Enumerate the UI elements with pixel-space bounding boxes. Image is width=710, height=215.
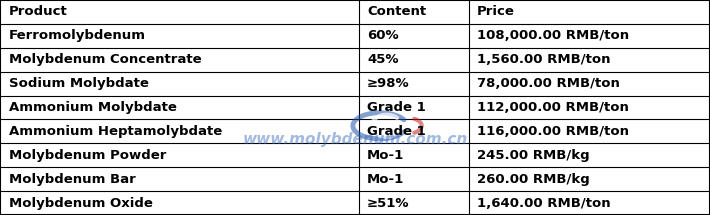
Text: 45%: 45% [367, 53, 398, 66]
Text: www.molybdenum.com.cn: www.molybdenum.com.cn [242, 132, 468, 147]
Text: Ferromolybdenum: Ferromolybdenum [9, 29, 146, 42]
Text: 1,560.00 RMB/ton: 1,560.00 RMB/ton [477, 53, 611, 66]
Text: 260.00 RMB/kg: 260.00 RMB/kg [477, 173, 590, 186]
Text: Molybdenum Powder: Molybdenum Powder [9, 149, 166, 162]
Text: Sodium Molybdate: Sodium Molybdate [9, 77, 148, 90]
Text: Grade 1: Grade 1 [367, 101, 426, 114]
Text: 78,000.00 RMB/ton: 78,000.00 RMB/ton [477, 77, 620, 90]
Text: 1,640.00 RMB/ton: 1,640.00 RMB/ton [477, 197, 611, 210]
Text: 60%: 60% [367, 29, 399, 42]
Text: Grade 1: Grade 1 [367, 125, 426, 138]
Text: 245.00 RMB/kg: 245.00 RMB/kg [477, 149, 590, 162]
Text: Product: Product [9, 5, 67, 18]
Text: Ammonium Molybdate: Ammonium Molybdate [9, 101, 176, 114]
Text: 108,000.00 RMB/ton: 108,000.00 RMB/ton [477, 29, 629, 42]
Text: 116,000.00 RMB/ton: 116,000.00 RMB/ton [477, 125, 629, 138]
Text: Molybdenum Oxide: Molybdenum Oxide [9, 197, 153, 210]
Text: Content: Content [367, 5, 426, 18]
Text: Molybdenum Concentrate: Molybdenum Concentrate [9, 53, 201, 66]
Text: ≥51%: ≥51% [367, 197, 410, 210]
Text: Molybdenum Bar: Molybdenum Bar [9, 173, 136, 186]
Text: Ammonium Heptamolybdate: Ammonium Heptamolybdate [9, 125, 222, 138]
Text: Mo-1: Mo-1 [367, 173, 404, 186]
Text: 112,000.00 RMB/ton: 112,000.00 RMB/ton [477, 101, 629, 114]
Text: ≥98%: ≥98% [367, 77, 410, 90]
Text: Price: Price [477, 5, 515, 18]
Text: Mo-1: Mo-1 [367, 149, 404, 162]
